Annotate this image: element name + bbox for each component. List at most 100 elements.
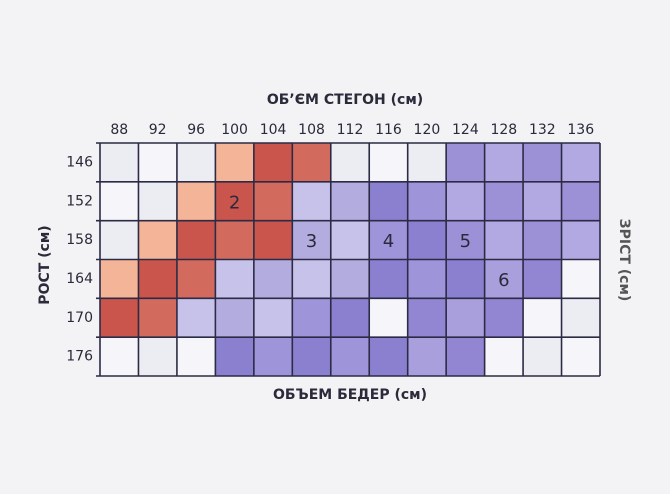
cell (446, 337, 485, 376)
column-label: 132 (529, 122, 556, 138)
column-label: 112 (337, 122, 364, 138)
cell (138, 337, 177, 376)
cell (484, 143, 524, 182)
cell (253, 337, 293, 376)
cell (138, 298, 177, 338)
cell (369, 143, 408, 182)
column-label: 120 (414, 122, 441, 138)
cell (407, 220, 447, 260)
cell (215, 181, 254, 221)
cell (330, 259, 370, 299)
column-label: 116 (375, 122, 402, 138)
zone-label: 2 (229, 192, 240, 213)
cell (446, 259, 485, 299)
cell (253, 220, 293, 260)
cell (330, 337, 370, 376)
cell (176, 298, 216, 338)
cell (292, 181, 331, 221)
cell (292, 259, 331, 299)
cell (484, 337, 524, 376)
cell (100, 143, 139, 182)
right-title: ЗРІСТ (см) (616, 219, 632, 302)
cell (292, 337, 331, 376)
cell (407, 181, 447, 221)
zone-label: 5 (460, 231, 471, 252)
cell (100, 181, 139, 221)
cell (369, 181, 408, 221)
cell (138, 220, 177, 260)
cell (407, 143, 447, 182)
bottom-title: ОБЪЕМ БЕДЕР (см) (273, 387, 427, 403)
top-title: ОБ’ЄМ СТЕГОН (см) (267, 92, 423, 108)
cell (100, 298, 139, 338)
column-label: 92 (149, 122, 167, 138)
cell (523, 181, 562, 221)
cell (369, 298, 408, 338)
cell (407, 337, 447, 376)
zone-label: 3 (306, 231, 317, 252)
row-label: 152 (66, 193, 93, 209)
cell (561, 337, 600, 376)
column-label: 124 (452, 122, 479, 138)
cell (561, 143, 600, 182)
cell (446, 298, 485, 338)
cell (138, 259, 177, 299)
cell (523, 259, 562, 299)
left-title: РОСТ (см) (37, 225, 53, 304)
row-label: 170 (66, 310, 93, 326)
cell (330, 181, 370, 221)
cell (446, 181, 485, 221)
zone-label: 4 (383, 231, 394, 252)
cell (176, 143, 216, 182)
column-label: 100 (221, 122, 248, 138)
row-label: 146 (66, 154, 93, 170)
cell (138, 143, 177, 182)
column-label: 88 (110, 122, 128, 138)
cell (523, 143, 562, 182)
cell (523, 337, 562, 376)
cell (215, 220, 254, 260)
column-label: 128 (490, 122, 517, 138)
cell (561, 259, 600, 299)
cell (100, 220, 139, 260)
cell (215, 259, 254, 299)
cell (484, 259, 524, 299)
cell (215, 298, 254, 338)
column-label: 136 (567, 122, 594, 138)
cell (523, 220, 562, 260)
cell (330, 143, 370, 182)
cell (100, 259, 139, 299)
cell (215, 337, 254, 376)
cell (292, 298, 331, 338)
cell (176, 259, 216, 299)
cell (407, 259, 447, 299)
cell (176, 220, 216, 260)
cell (100, 337, 139, 376)
cell (407, 298, 447, 338)
cell (369, 337, 408, 376)
row-label: 158 (66, 232, 93, 248)
cell (138, 181, 177, 221)
cell (330, 220, 370, 260)
cell (484, 220, 524, 260)
cell (523, 298, 562, 338)
cell (176, 337, 216, 376)
cell (369, 259, 408, 299)
cell (446, 143, 485, 182)
cell (484, 181, 524, 221)
cell (369, 220, 408, 260)
cell (292, 220, 331, 260)
column-label: 96 (187, 122, 205, 138)
cell (446, 220, 485, 260)
cell (215, 143, 254, 182)
cell (330, 298, 370, 338)
cell (253, 298, 293, 338)
cell (253, 143, 293, 182)
column-label: 104 (260, 122, 287, 138)
row-label: 176 (66, 349, 93, 365)
column-label: 108 (298, 122, 325, 138)
cell (484, 298, 524, 338)
row-label: 164 (66, 271, 93, 287)
cell (561, 181, 600, 221)
